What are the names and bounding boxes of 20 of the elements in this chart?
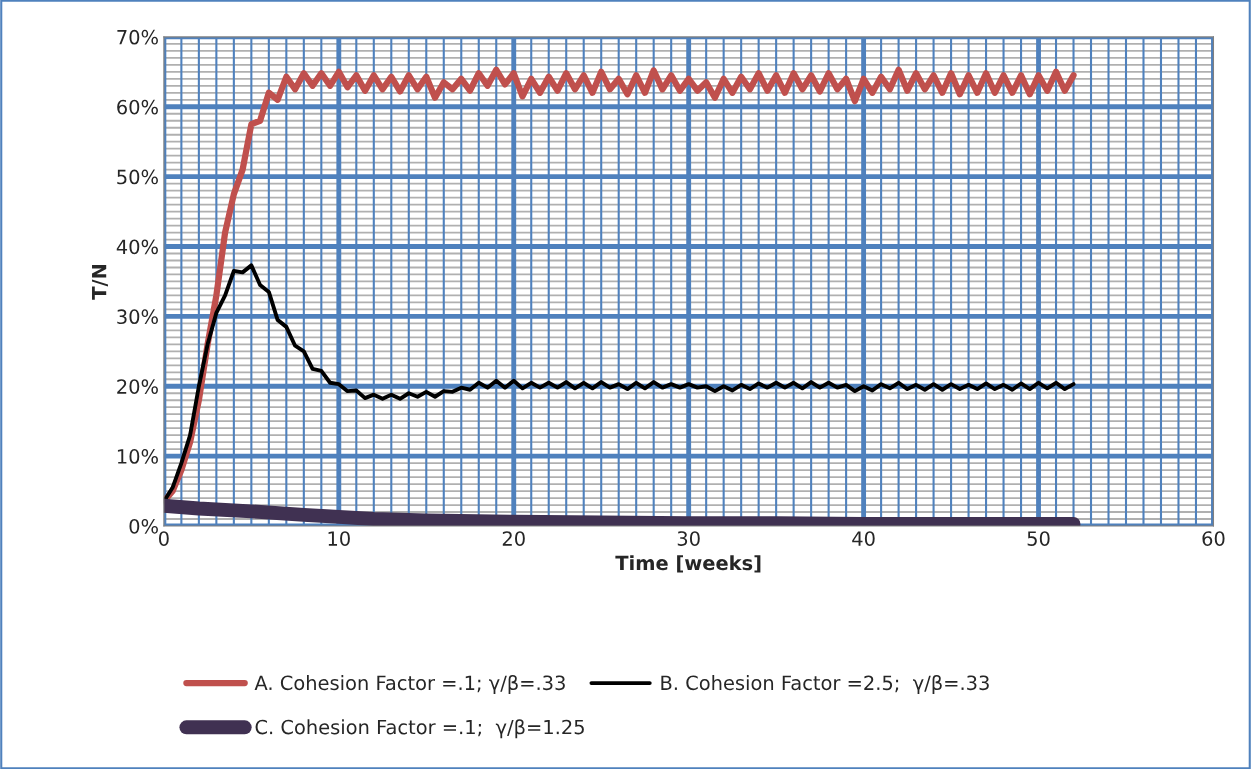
x-tick-label: 10 <box>328 531 350 546</box>
x-axis-title: Time [weeks] <box>615 555 761 573</box>
x-tick-label: 0 <box>158 531 169 546</box>
x-tick-label: 40 <box>852 531 875 546</box>
y-tick-label: 0% <box>129 518 158 534</box>
x-tick-label: 60 <box>1202 531 1225 546</box>
y-tick-label: 40% <box>116 239 158 255</box>
legend-label: C. Cohesion Factor =.1; γ/β=1.25 <box>255 719 584 739</box>
y-tick-label: 20% <box>117 379 158 394</box>
y-tick-label: 70% <box>117 29 158 45</box>
y-tick-label: 50% <box>117 169 158 185</box>
y-tick-label: 30% <box>117 309 158 325</box>
x-tick-label: 20 <box>502 531 525 546</box>
y-axis-title: T/N <box>92 264 109 300</box>
legend-label: B. Cohesion Factor =2.5; γ/β=.33 <box>661 674 989 694</box>
x-tick-label: 30 <box>677 531 700 546</box>
y-tick-label: 10% <box>117 449 158 464</box>
x-tick-label: 50 <box>1027 531 1050 546</box>
legend-label: A. Cohesion Factor =.1; γ/β=.33 <box>254 674 565 694</box>
y-tick-label: 60% <box>117 99 158 115</box>
